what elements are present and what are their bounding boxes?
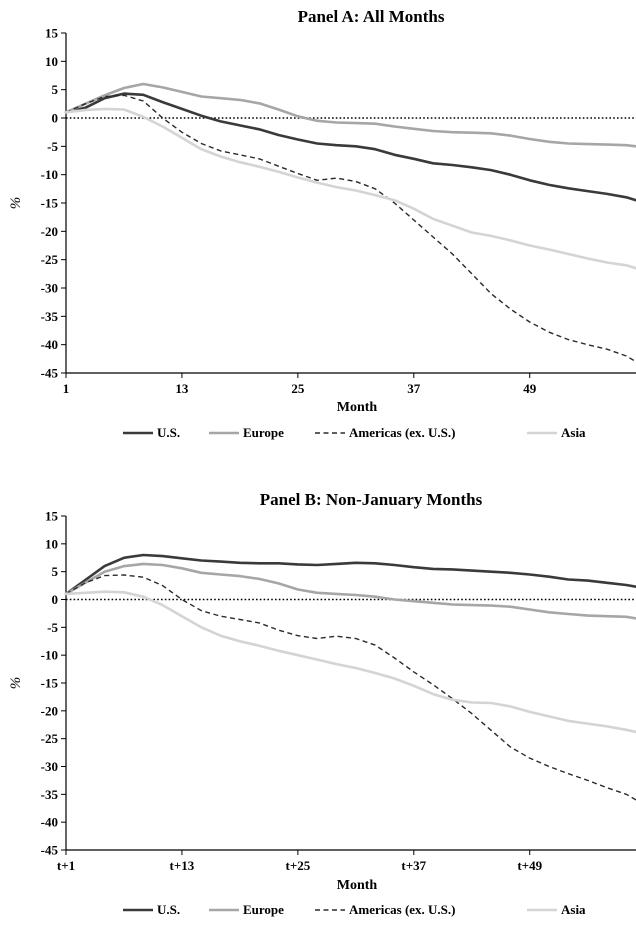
y-tick-label: -20: [41, 224, 58, 239]
legend-label: U.S.: [157, 902, 180, 917]
y-tick-label: -40: [41, 815, 58, 830]
series-line-asia: [64, 590, 636, 734]
y-tick-label: -10: [41, 167, 58, 182]
y-tick-label: -5: [47, 620, 58, 635]
x-tick-label: t+49: [517, 858, 542, 873]
legend-label: Asia: [561, 902, 586, 917]
y-tick-label: 10: [45, 54, 58, 69]
x-tick-label: t+37: [401, 858, 426, 873]
y-tick-label: -5: [47, 139, 58, 154]
x-tick-label: 37: [407, 381, 421, 396]
legend-label: Europe: [243, 425, 284, 440]
series-line-u-s: [64, 92, 636, 202]
y-tick-label: -10: [41, 648, 58, 663]
y-tick-label: -45: [41, 843, 59, 858]
y-tick-label: 15: [45, 26, 59, 41]
y-tick-label: -45: [41, 366, 59, 381]
x-tick-label: t+25: [285, 858, 310, 873]
legend-label: Europe: [243, 902, 284, 917]
series-line-europe: [64, 82, 636, 148]
y-tick-label: 0: [52, 592, 59, 607]
y-tick-label: -15: [41, 676, 59, 691]
x-axis-label: Month: [337, 878, 378, 893]
y-tick-label: 5: [52, 564, 59, 579]
y-tick-label: -25: [41, 252, 59, 267]
x-tick-label: t+1: [57, 858, 75, 873]
y-tick-label: -35: [41, 309, 59, 324]
legend-label: Americas (ex. U.S.): [349, 902, 456, 917]
x-tick-label: 49: [523, 381, 537, 396]
series-line-asia: [64, 107, 636, 270]
y-tick-label: -20: [41, 703, 58, 718]
legend-label: Asia: [561, 425, 586, 440]
y-tick-label: 15: [45, 509, 59, 524]
x-tick-label: t+13: [170, 858, 195, 873]
y-axis-label: %: [8, 677, 24, 690]
y-tick-label: -25: [41, 731, 59, 746]
series-line-u-s: [64, 553, 636, 596]
legend-label: U.S.: [157, 425, 180, 440]
x-tick-label: 1: [63, 381, 70, 396]
panel-b: Panel B: Non-January Months 15 10 5 0 -5 -10 -1…: [8, 490, 636, 917]
series-line-americas-ex-u-s: [65, 94, 636, 363]
y-tick-label: -35: [41, 787, 59, 802]
y-axis-label: %: [8, 197, 24, 210]
y-tick-label: 10: [45, 536, 58, 551]
chart-title: Panel A: All Months: [298, 7, 445, 26]
y-tick-label: 0: [52, 111, 59, 126]
y-tick-label: -30: [41, 759, 58, 774]
series-line-europe: [64, 562, 636, 620]
y-tick-label: 5: [52, 82, 59, 97]
y-tick-label: -15: [41, 196, 59, 211]
series-line-americas-ex-u-s: [65, 574, 636, 801]
x-tick-label: 13: [175, 381, 189, 396]
x-axis-label: Month: [337, 400, 378, 415]
panel-a: Panel A: All Months 15 10 5 0 -5 -10 -15 -20 -25 -…: [8, 7, 636, 440]
legend-label: Americas (ex. U.S.): [349, 425, 456, 440]
x-tick-label: 25: [291, 381, 305, 396]
y-tick-label: -30: [41, 281, 58, 296]
y-tick-label: -40: [41, 337, 58, 352]
chart-title: Panel B: Non-January Months: [260, 490, 483, 509]
